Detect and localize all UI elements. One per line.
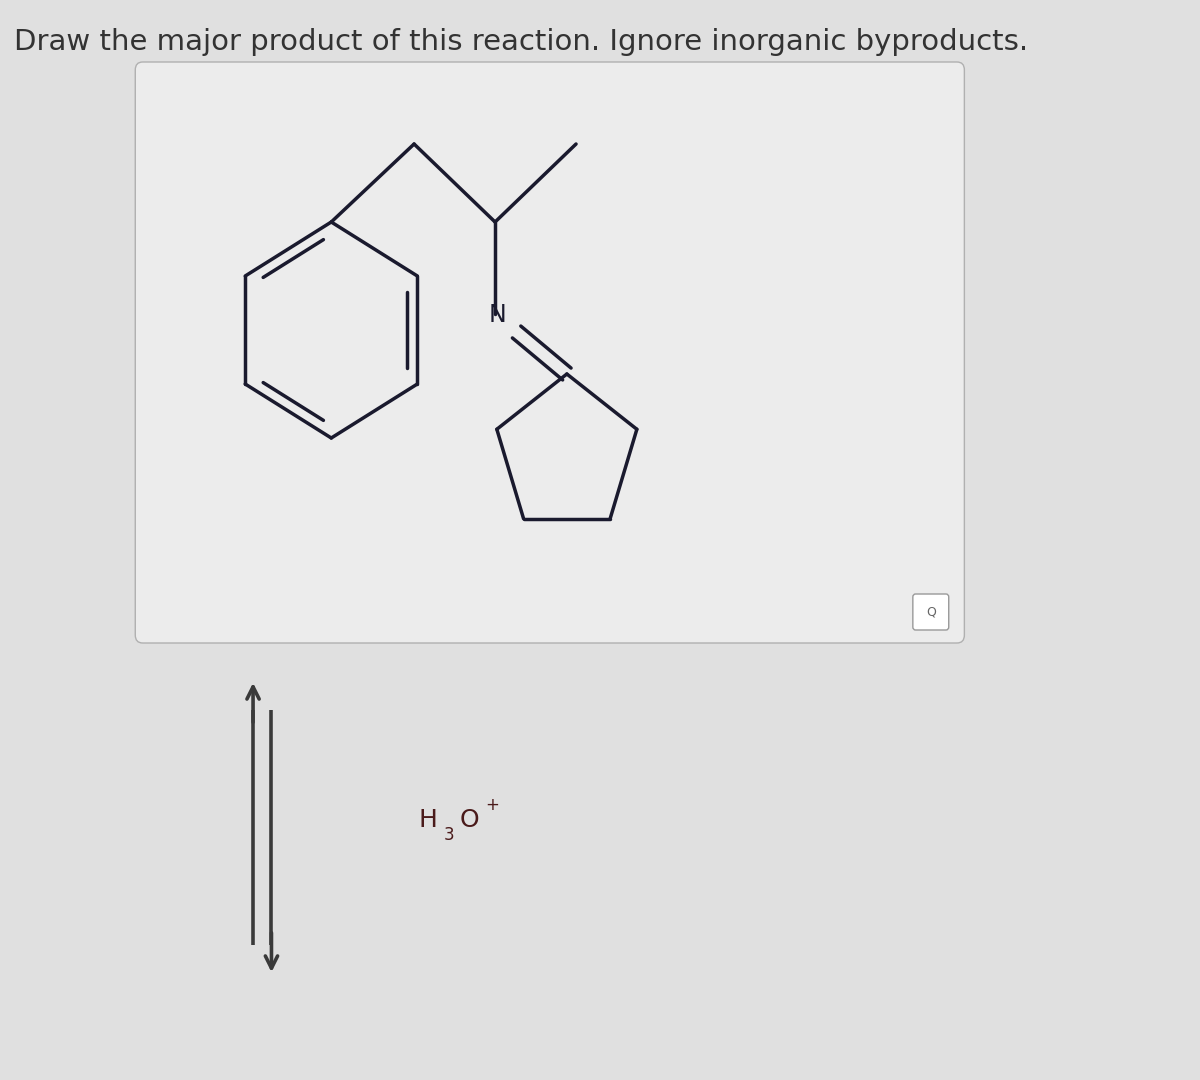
Text: Q: Q [926,606,936,619]
Text: Draw the major product of this reaction. Ignore inorganic byproducts.: Draw the major product of this reaction.… [14,28,1028,56]
Text: H: H [419,808,438,832]
Text: O: O [460,808,479,832]
Text: +: + [485,796,499,814]
FancyBboxPatch shape [913,594,949,630]
Text: N: N [488,303,506,327]
Text: 3: 3 [444,826,454,843]
FancyBboxPatch shape [136,62,965,643]
